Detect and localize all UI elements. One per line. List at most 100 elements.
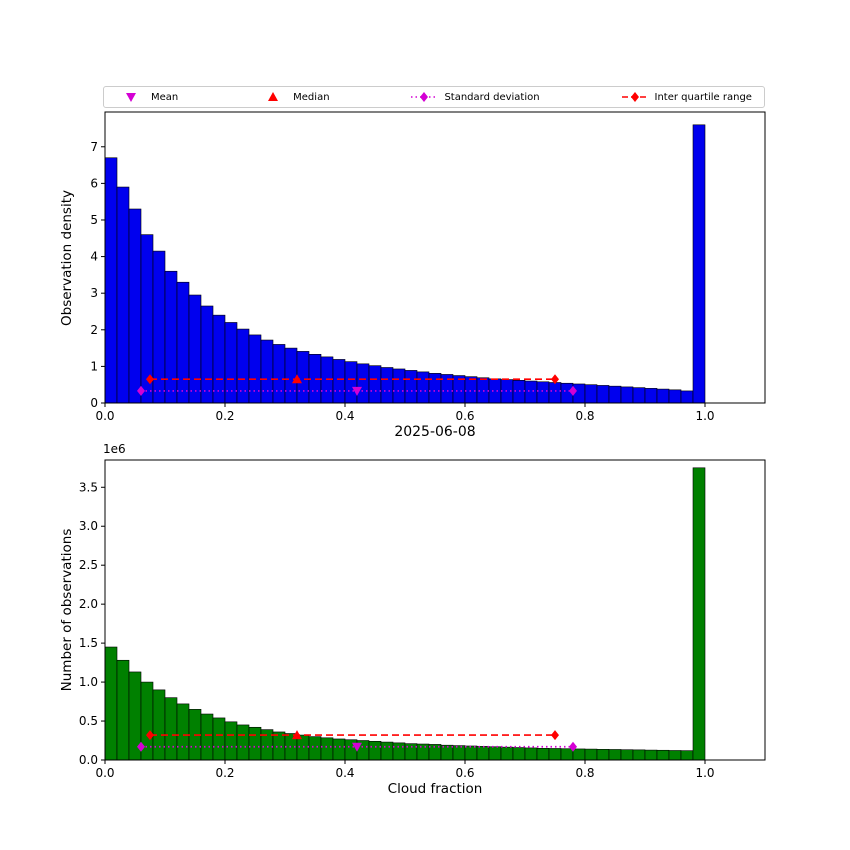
y-tick-label: 3.5	[79, 480, 98, 494]
histogram-bar	[116, 659, 130, 761]
histogram-bar	[296, 351, 310, 404]
x-tick-label: 0.6	[455, 409, 474, 423]
histogram-bar	[620, 749, 634, 761]
legend-label-std: Standard deviation	[444, 91, 540, 103]
histogram-bar	[536, 748, 550, 761]
median-glyph	[268, 92, 279, 101]
histogram-bar	[548, 382, 562, 404]
histogram-bar	[128, 208, 142, 404]
y-tick-label: 1.0	[79, 675, 98, 689]
x-tick-label: 1.0	[695, 409, 714, 423]
histogram-bar	[260, 729, 274, 761]
histogram-bar	[212, 314, 226, 404]
y-tick-label: 3	[90, 286, 98, 300]
histogram-bar	[392, 368, 406, 404]
histogram-bar	[536, 381, 550, 404]
histogram-bar	[320, 737, 334, 761]
legend-item-std: Standard deviation	[409, 90, 540, 104]
histogram-bar	[188, 294, 202, 404]
legend: Mean Median Standard deviation Inter qua…	[103, 86, 765, 108]
std-left-marker	[137, 741, 145, 752]
y-tick-label: 1	[90, 359, 98, 373]
median-marker	[292, 374, 302, 384]
x-axis-label: Cloud fraction	[387, 781, 483, 797]
y-tick-label: 0	[90, 396, 98, 410]
y-tick-label: 2.5	[79, 558, 98, 572]
histogram-bar	[392, 742, 406, 761]
legend-label-iqr: Inter quartile range	[654, 91, 752, 103]
histogram-bar	[116, 186, 130, 404]
y-axis-label-top: Observation density	[59, 190, 75, 326]
histogram-bar	[248, 334, 262, 404]
histogram-bar	[476, 746, 490, 761]
histogram-bar	[200, 713, 214, 761]
histogram-bar	[572, 748, 586, 761]
legend-item-mean: Mean	[116, 90, 178, 104]
histogram-1: 0.0 0.2 0.4 0.6 0.8 1.0 0.0 0.5 1.0 1.5 2.0 2.5 3.0 3…	[79, 459, 766, 780]
axes-frame	[104, 111, 766, 404]
y-tick-label: 7	[90, 140, 98, 154]
histogram-bar	[344, 361, 358, 404]
histogram-bar	[452, 745, 466, 761]
mean-glyph	[126, 93, 136, 102]
x-tick-label: 0.2	[215, 766, 234, 780]
legend-item-iqr: Inter quartile range	[620, 90, 752, 104]
y-tick-label: 3.0	[79, 519, 98, 533]
iqr-glyph	[630, 92, 639, 102]
histogram-bar	[308, 736, 322, 761]
histogram-bar	[488, 378, 502, 404]
histogram-bar	[680, 390, 694, 404]
mean-marker	[352, 742, 362, 752]
iqr-right-marker	[551, 374, 559, 385]
histogram-bar	[236, 724, 250, 761]
histogram-bar	[176, 281, 190, 404]
x-tick-label: 0.4	[335, 766, 354, 780]
axes-frame	[104, 459, 766, 761]
histogram-bar	[164, 270, 178, 404]
y-tick-label: 5	[90, 213, 98, 227]
legend-label-median: Median	[293, 91, 330, 103]
histogram-bar	[464, 376, 478, 404]
histogram-bar	[524, 380, 538, 404]
histogram-bar	[224, 721, 238, 761]
histogram-bar	[164, 697, 178, 761]
median-marker	[292, 730, 302, 740]
y-axis-label-bottom: Number of observations	[59, 528, 75, 692]
histogram-bar	[560, 748, 574, 761]
histogram-bar	[500, 746, 514, 761]
histogram-bar	[176, 703, 190, 761]
x-tick-label: 0.8	[575, 766, 594, 780]
histogram-bar	[284, 347, 298, 404]
histogram-bar	[584, 384, 598, 404]
histogram-bar	[380, 367, 394, 404]
histogram-bar	[404, 370, 418, 404]
x-tick-label: 0.8	[575, 409, 594, 423]
y-tick-label: 2	[90, 323, 98, 337]
histogram-bar	[368, 365, 382, 404]
histogram-bar	[548, 748, 562, 761]
histogram-bar	[356, 363, 370, 404]
histogram-bar	[524, 747, 538, 761]
std-left-marker	[137, 385, 145, 396]
std-marker-icon	[411, 92, 438, 102]
histogram-bar	[644, 388, 658, 404]
y-axis-scale-label: 1e6	[103, 442, 126, 456]
y-tick-label: 1.5	[79, 636, 98, 650]
plot-title: 2025-06-08	[394, 424, 476, 440]
histogram-bar	[596, 385, 610, 404]
histogram-bar	[272, 731, 286, 761]
histogram-bar	[368, 740, 382, 761]
histogram-bar	[692, 467, 706, 761]
x-tick-label: 0.0	[95, 766, 114, 780]
histogram-bar	[248, 726, 262, 761]
histogram-bar	[620, 386, 634, 404]
histogram-bar	[332, 738, 346, 761]
std-glyph	[420, 92, 429, 102]
histogram-bar	[632, 387, 646, 404]
x-tick-label: 1.0	[695, 766, 714, 780]
histogram-bar	[464, 745, 478, 761]
legend-item-median: Median	[258, 90, 330, 104]
histogram-bar	[596, 749, 610, 761]
